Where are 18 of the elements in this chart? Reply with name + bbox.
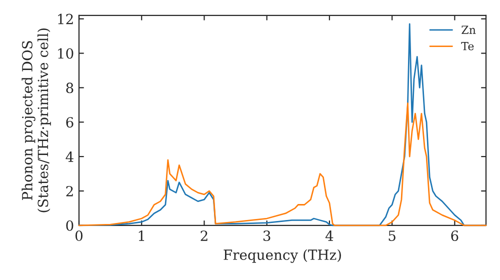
- y-tick-label: 8: [66, 82, 74, 94]
- y-tick-label: 4: [66, 152, 74, 162]
- y-axis-title: Phonon projected DOS (States/THz·primitive cell): [22, 28, 51, 212]
- y-tick-label: 0: [66, 220, 74, 231]
- x-tick-label: 1: [138, 230, 144, 241]
- y-tick-label: 10: [58, 48, 74, 59]
- legend-label: Te: [461, 42, 474, 50]
- legend-label: Zn: [462, 26, 476, 34]
- x-tick-label: 6: [451, 230, 458, 242]
- x-tick-label: 0: [75, 230, 82, 242]
- x-tick-label: 2: [200, 230, 208, 241]
- y-tick-label: 2: [66, 186, 73, 196]
- x-tick-label: 3: [263, 230, 270, 242]
- y-tick-label: 6: [66, 117, 74, 128]
- x-tick-label: 4: [325, 230, 334, 241]
- y-tick-label: 12: [58, 14, 73, 24]
- x-tick-label: 5: [388, 230, 396, 242]
- x-axis-title: Frequency (THz): [224, 249, 341, 263]
